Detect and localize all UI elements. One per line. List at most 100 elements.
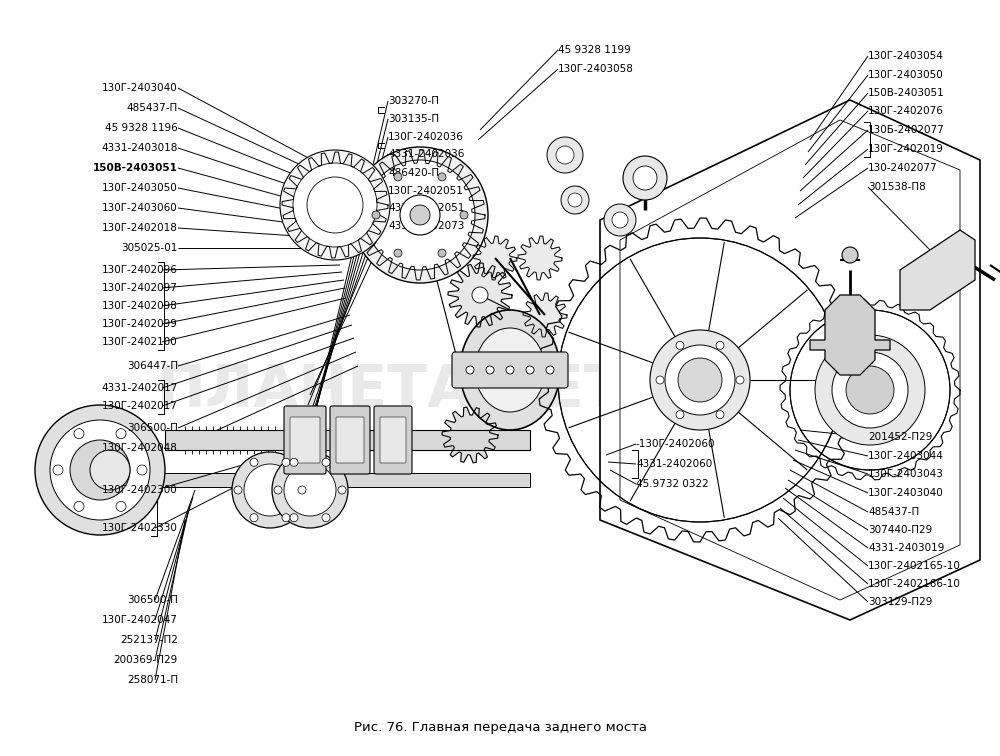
Text: 4331-2403019: 4331-2403019 <box>868 543 944 553</box>
Text: 130Г-2402076: 130Г-2402076 <box>868 106 944 116</box>
Text: 306500-П: 306500-П <box>127 423 178 433</box>
Circle shape <box>736 376 744 384</box>
Circle shape <box>556 146 574 164</box>
FancyBboxPatch shape <box>290 417 320 463</box>
FancyBboxPatch shape <box>374 406 412 474</box>
Text: 45.9732 0322: 45.9732 0322 <box>636 479 709 489</box>
Circle shape <box>650 330 750 430</box>
Text: 306447-П: 306447-П <box>127 361 178 371</box>
Text: 130Г-2403044: 130Г-2403044 <box>868 451 944 461</box>
Circle shape <box>372 211 380 219</box>
Circle shape <box>678 358 722 402</box>
Circle shape <box>137 465 147 475</box>
Text: 130Г-2402096: 130Г-2402096 <box>102 265 178 275</box>
Polygon shape <box>165 430 530 450</box>
Circle shape <box>612 212 628 228</box>
Circle shape <box>365 160 475 270</box>
Text: 130Г-2403050: 130Г-2403050 <box>868 70 944 80</box>
Text: 4331-2402060: 4331-2402060 <box>636 459 712 469</box>
Text: 4331-2402036: 4331-2402036 <box>388 149 464 159</box>
Circle shape <box>35 405 165 535</box>
Circle shape <box>53 465 63 475</box>
Circle shape <box>298 486 306 494</box>
Circle shape <box>846 366 894 414</box>
Circle shape <box>290 458 298 466</box>
Text: 45 9328 1196: 45 9328 1196 <box>105 123 178 133</box>
Circle shape <box>842 247 858 263</box>
Text: 130Г-2402300: 130Г-2402300 <box>102 485 178 495</box>
Polygon shape <box>100 473 530 487</box>
Circle shape <box>815 335 925 445</box>
Circle shape <box>280 150 390 260</box>
Text: 305025-01: 305025-01 <box>122 243 178 253</box>
Circle shape <box>832 352 908 428</box>
Circle shape <box>274 486 282 494</box>
Polygon shape <box>523 293 567 337</box>
Polygon shape <box>518 236 562 280</box>
Circle shape <box>466 366 474 374</box>
Circle shape <box>623 156 667 200</box>
Polygon shape <box>448 263 512 327</box>
Polygon shape <box>600 100 980 620</box>
Polygon shape <box>810 295 890 375</box>
Circle shape <box>546 366 554 374</box>
Circle shape <box>74 429 84 438</box>
Circle shape <box>633 166 657 190</box>
Circle shape <box>284 464 336 516</box>
Circle shape <box>472 287 488 303</box>
Text: 4331-2402017: 4331-2402017 <box>102 383 178 393</box>
Circle shape <box>234 486 242 494</box>
Circle shape <box>460 211 468 219</box>
Text: 485437-П: 485437-П <box>868 507 919 517</box>
Circle shape <box>250 458 258 466</box>
Circle shape <box>716 411 724 419</box>
Text: 130Б-2402077: 130Б-2402077 <box>868 125 945 135</box>
Circle shape <box>410 205 430 225</box>
Polygon shape <box>900 230 975 310</box>
Circle shape <box>676 411 684 419</box>
Text: 301538-П8: 301538-П8 <box>868 182 926 192</box>
Text: 130Г-2402097: 130Г-2402097 <box>102 283 178 293</box>
Circle shape <box>282 514 290 522</box>
Text: 130Г-2403040: 130Г-2403040 <box>102 83 178 93</box>
Circle shape <box>74 501 84 511</box>
Circle shape <box>307 177 363 233</box>
Text: 130Г-2402036: 130Г-2402036 <box>388 132 464 142</box>
Text: 486420-П: 486420-П <box>388 168 439 178</box>
Text: 130-2402077: 130-2402077 <box>868 163 938 173</box>
Circle shape <box>244 464 296 516</box>
Polygon shape <box>355 150 485 280</box>
Circle shape <box>290 514 298 522</box>
Circle shape <box>272 452 348 528</box>
Text: 307440-П29: 307440-П29 <box>868 525 932 535</box>
Circle shape <box>322 514 330 522</box>
Text: 252137-П2: 252137-П2 <box>120 635 178 645</box>
Circle shape <box>676 342 684 349</box>
Circle shape <box>665 345 735 415</box>
FancyBboxPatch shape <box>452 352 568 388</box>
Text: 130Г-2403040: 130Г-2403040 <box>868 488 944 498</box>
Text: 200369-П29: 200369-П29 <box>114 655 178 665</box>
Text: 130Г-2403054: 130Г-2403054 <box>868 51 944 61</box>
Ellipse shape <box>460 310 560 430</box>
Polygon shape <box>473 236 517 280</box>
Circle shape <box>250 514 258 522</box>
Text: 130Г-2402047: 130Г-2402047 <box>102 615 178 625</box>
Circle shape <box>116 429 126 438</box>
Circle shape <box>394 249 402 257</box>
Circle shape <box>352 147 488 283</box>
Circle shape <box>282 458 290 466</box>
Text: 130Г-2403060: 130Г-2403060 <box>102 203 178 213</box>
Circle shape <box>561 186 589 214</box>
Text: 150В-2403051: 150В-2403051 <box>868 88 945 98</box>
FancyBboxPatch shape <box>330 406 370 474</box>
Polygon shape <box>442 407 498 463</box>
Circle shape <box>568 193 582 207</box>
Text: ПЛАНЕТА-КЕТЕРСКА: ПЛАНЕТА-КЕТЕРСКА <box>157 361 843 419</box>
Circle shape <box>90 450 130 490</box>
FancyBboxPatch shape <box>336 417 364 463</box>
Text: 130Г-2402048: 130Г-2402048 <box>102 443 178 453</box>
FancyBboxPatch shape <box>284 406 326 474</box>
Circle shape <box>322 458 330 466</box>
Text: Рис. 76. Главная передача заднего моста: Рис. 76. Главная передача заднего моста <box>354 721 646 735</box>
